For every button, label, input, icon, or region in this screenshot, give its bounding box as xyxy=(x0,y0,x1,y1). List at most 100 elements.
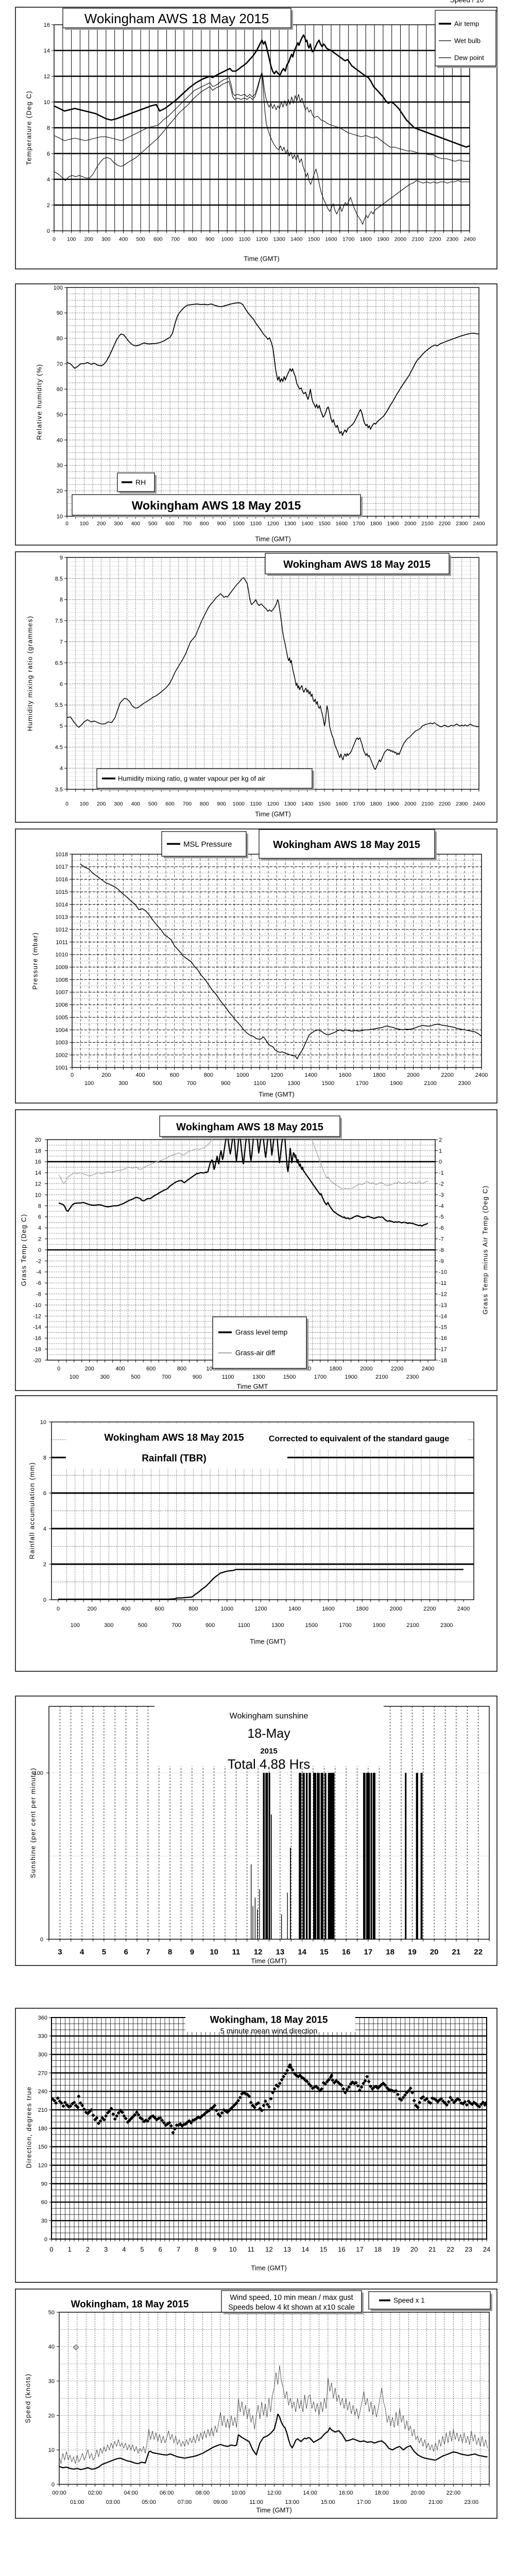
y-tick-label: 16 xyxy=(35,1159,41,1165)
axis-ticks xyxy=(46,1772,490,1942)
y-tick-label: 60 xyxy=(41,2199,47,2206)
y-tick-label: 8 xyxy=(38,1203,41,1209)
x-tick-label: 400 xyxy=(135,1072,145,1078)
x-tick-label: 100 xyxy=(80,801,89,807)
x-tick-label: 400 xyxy=(131,521,141,527)
y-tick-label: 0 xyxy=(44,2236,47,2243)
x-tick-label: 2400 xyxy=(473,801,485,807)
x-tick-label: 1300 xyxy=(252,1374,265,1380)
x-tick-label: 2200 xyxy=(429,236,441,243)
y-tick-label: 210 xyxy=(38,2107,47,2113)
x-tick-label: 1200 xyxy=(267,521,279,527)
x-tick-label: 300 xyxy=(101,236,111,243)
title-mask xyxy=(154,1702,384,1766)
x-tick-label: 4 xyxy=(80,1947,84,1956)
box-1 xyxy=(96,768,313,789)
y-tick-label: -12 xyxy=(33,1313,41,1319)
chart-title: Wokingham AWS 18 May 2015 xyxy=(283,559,431,570)
x-tick-label: 06:00 xyxy=(160,2490,174,2496)
x-tick-label: 1800 xyxy=(370,521,382,527)
wind-direction-point xyxy=(227,2108,231,2112)
x-tick-label: 2400 xyxy=(473,521,485,527)
box-0 xyxy=(159,1115,340,1137)
y-tick-label: -6 xyxy=(36,1280,41,1286)
y-tick-label: 1002 xyxy=(56,1052,68,1058)
chart-year: 2015 xyxy=(260,1747,277,1755)
x-tick-label: 08:00 xyxy=(196,2490,210,2496)
y-tick-label: 240 xyxy=(38,2089,47,2095)
y2-tick-label: -13 xyxy=(439,1302,447,1309)
x-tick-label: 500 xyxy=(136,236,145,243)
x-tick-label: 2000 xyxy=(404,801,417,807)
wind-direction-point xyxy=(272,2087,277,2091)
wind-direction-point xyxy=(146,2119,150,2123)
y-tick-label: 3.5 xyxy=(55,787,63,793)
x-tick-label: 17 xyxy=(364,1947,373,1956)
wind-direction-point xyxy=(388,2088,392,2092)
x-tick-label: 2100 xyxy=(375,1374,388,1380)
x-tick-label: 15:00 xyxy=(321,2499,335,2505)
gust-scale-marker xyxy=(73,2344,79,2350)
y-tick-label: 1001 xyxy=(56,1065,68,1071)
y-axis-title: Humidity mixing ratio (grammes) xyxy=(26,616,34,731)
x-tick-label: 14:00 xyxy=(303,2490,317,2496)
wind-direction-point xyxy=(56,2096,60,2100)
axis-ticks xyxy=(49,2017,487,2242)
series-group xyxy=(59,2365,488,2470)
y-tick-label: 120 xyxy=(38,2163,47,2169)
y2-tick-label: 1 xyxy=(439,1148,442,1154)
x-tick-label: 1500 xyxy=(318,521,331,527)
sunshine-band xyxy=(320,1773,324,1939)
sunshine-band xyxy=(416,1773,418,1939)
y-axis-title: Pressure (mbar) xyxy=(31,932,39,990)
x-tick-label: 2200 xyxy=(439,801,451,807)
box-0 xyxy=(221,2290,362,2313)
x-tick-label: 1600 xyxy=(336,521,348,527)
y-tick-label: 1014 xyxy=(56,902,68,908)
y-tick-label: 8.5 xyxy=(55,576,63,582)
y-tick-label: 100 xyxy=(34,1770,43,1776)
x-axis-title: Time GMT xyxy=(237,1383,268,1391)
x-tick-label: 2400 xyxy=(464,236,476,243)
y2-tick-label: 0 xyxy=(439,1159,442,1165)
x-tick-label: 13:00 xyxy=(285,2499,300,2505)
grid xyxy=(67,557,479,789)
panel-border xyxy=(15,828,497,1104)
x-tick-label: 0 xyxy=(49,2246,53,2253)
series-group xyxy=(67,577,479,770)
wind-direction-point xyxy=(327,2078,331,2082)
y-tick-label: 300 xyxy=(38,2052,47,2058)
x-tick-label: 22:00 xyxy=(447,2490,461,2496)
x-tick-label: 600 xyxy=(170,1072,179,1078)
series-mean-speed xyxy=(59,2413,488,2470)
x-tick-label: 1600 xyxy=(322,1606,334,1612)
x-tick-label: 1500 xyxy=(305,1622,318,1629)
sunshine-band xyxy=(290,1848,291,1939)
x-tick-label: 8 xyxy=(168,1947,172,1956)
y-axis-title: Sunshine (per cent per minute) xyxy=(29,1768,37,1878)
x-tick-label: 10:00 xyxy=(231,2490,246,2496)
x-tick-label: 900 xyxy=(205,1622,215,1629)
x-axis-title: Time (GMT) xyxy=(244,255,280,263)
wind-direction-point xyxy=(98,2119,102,2123)
sunshine-band xyxy=(256,1909,258,1939)
wind-direction-point xyxy=(142,2120,146,2124)
sunshine-band xyxy=(313,1773,316,1939)
x-tick-label: 500 xyxy=(138,1622,147,1629)
wind-direction-point xyxy=(82,2107,86,2111)
chart-total: Total 4.88 Hrs xyxy=(228,1756,310,1772)
wind-direction-points xyxy=(52,2063,487,2134)
wind-direction-point xyxy=(270,2091,275,2095)
y-tick-label: 1007 xyxy=(56,990,68,996)
wind-direction-point xyxy=(54,2101,58,2105)
wind-direction-point xyxy=(361,2081,366,2086)
y2-tick-label: -18 xyxy=(439,1358,447,1364)
wind-direction-point xyxy=(481,2100,485,2105)
x-tick-label: 800 xyxy=(188,1606,198,1612)
x-tick-label: 2100 xyxy=(406,1622,419,1629)
x-tick-label: 0 xyxy=(57,1366,60,1372)
wind-direction-point xyxy=(176,2123,181,2127)
y-tick-label: 50 xyxy=(48,2310,55,2316)
x-tick-label: 0 xyxy=(71,1072,74,1078)
wind-direction-point xyxy=(265,2102,269,2107)
